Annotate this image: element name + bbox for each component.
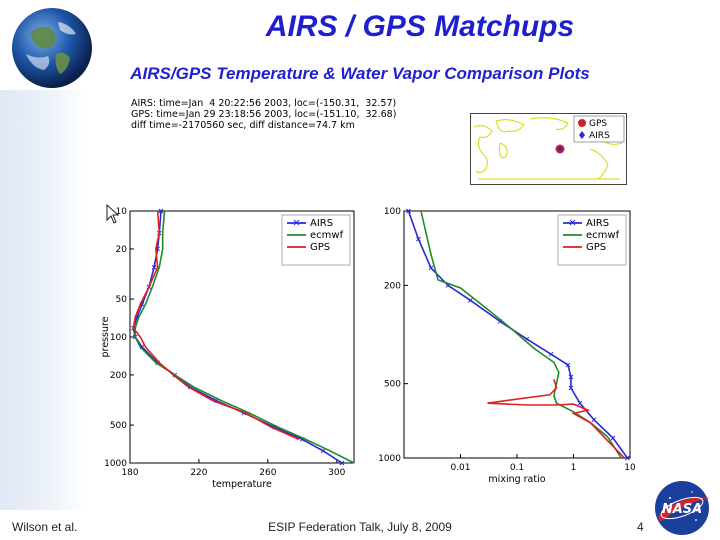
y-tick-label: 100: [110, 333, 127, 343]
y-tick-label: 500: [384, 380, 401, 390]
event-footer: ESIP Federation Talk, July 8, 2009: [268, 520, 452, 534]
mouse-pointer-icon: [106, 204, 120, 224]
y-tick-label: 50: [116, 295, 128, 305]
slide-subtitle: AIRS/GPS Temperature & Water Vapor Compa…: [130, 64, 590, 83]
y-tick-label: 200: [384, 281, 401, 291]
x-tick-label: 0.1: [510, 463, 524, 473]
y-tick-label: 1000: [104, 459, 127, 469]
legend-marker-airs: [293, 219, 300, 226]
data-point-airs: [610, 435, 616, 441]
svg-text:NASA: NASA: [662, 502, 702, 517]
data-point-airs: [591, 417, 597, 423]
series-line-gps: [487, 379, 626, 459]
data-point-airs: [568, 385, 574, 391]
data-point-airs: [577, 400, 583, 406]
side-gradient-strip: [0, 90, 86, 510]
data-point-airs: [406, 208, 411, 214]
y-tick-label: 1000: [378, 454, 401, 464]
x-tick-label: 300: [328, 468, 345, 478]
mixing-ratio-profile-chart: 100 200 500 1000 0.01 0.1 1 10 mixing ratio AIRSe…: [378, 207, 636, 485]
series-line-ecmwf: [134, 210, 355, 464]
airs-matchup-text: AIRS: time=Jan 4 20:22:56 2003, loc=(-15…: [131, 98, 397, 109]
data-point-airs: [548, 351, 554, 357]
data-point-airs: [339, 460, 345, 466]
nasa-logo: NASA: [655, 481, 710, 535]
y-tick-label: 20: [116, 245, 128, 255]
map-legend-gps-label: GPS: [589, 119, 607, 129]
page-number: 4: [637, 520, 644, 534]
legend-label-airs: AIRS: [586, 218, 609, 229]
x-tick-label: 180: [121, 468, 138, 478]
data-point-airs: [158, 208, 164, 214]
map-legend-gps-marker: [578, 119, 586, 127]
data-point-airs: [565, 362, 571, 368]
airs-location-marker: [557, 146, 563, 152]
diff-matchup-text: diff time=-2170560 sec, diff distance=74…: [131, 120, 355, 131]
data-point-airs: [416, 236, 421, 242]
x-tick-label: 220: [190, 468, 207, 478]
data-point-airs: [151, 264, 157, 270]
earth-globe-icon: [12, 8, 92, 88]
data-point-airs: [568, 374, 574, 380]
legend-label-gps: GPS: [310, 242, 330, 253]
data-point-airs: [428, 265, 434, 271]
x-axis-label: mixing ratio: [488, 474, 545, 485]
data-point-airs: [320, 448, 326, 454]
series-line-gps: [132, 210, 300, 441]
y-tick-label: 10: [116, 207, 128, 217]
legend-marker-airs: [569, 219, 576, 226]
data-point-airs: [625, 455, 630, 461]
legend-label-airs: AIRS: [310, 218, 333, 229]
gps-matchup-text: GPS: time=Jan 29 23:18:56 2003, loc=(-15…: [131, 109, 397, 120]
y-tick-label: 100: [384, 207, 401, 217]
data-point-airs: [468, 297, 473, 303]
map-legend-airs-marker: [579, 131, 585, 139]
x-axis-label: temperature: [212, 479, 272, 490]
legend-label-ecmwf: ecmwf: [310, 230, 344, 241]
y-tick-label: 200: [110, 371, 127, 381]
y-axis-label: pressure: [100, 316, 111, 357]
location-map: GPS AIRS: [470, 113, 627, 185]
legend-label-ecmwf: ecmwf: [586, 230, 620, 241]
author-footer: Wilson et al.: [12, 520, 78, 534]
slide-title: AIRS / GPS Matchups: [265, 10, 575, 43]
y-tick-label: 500: [110, 421, 127, 431]
x-tick-label: 1: [571, 463, 577, 473]
x-tick-label: 10: [624, 463, 636, 473]
x-tick-label: 0.01: [450, 463, 470, 473]
legend-label-gps: GPS: [586, 242, 606, 253]
map-legend-airs-label: AIRS: [589, 131, 610, 141]
x-tick-label: 260: [259, 468, 276, 478]
